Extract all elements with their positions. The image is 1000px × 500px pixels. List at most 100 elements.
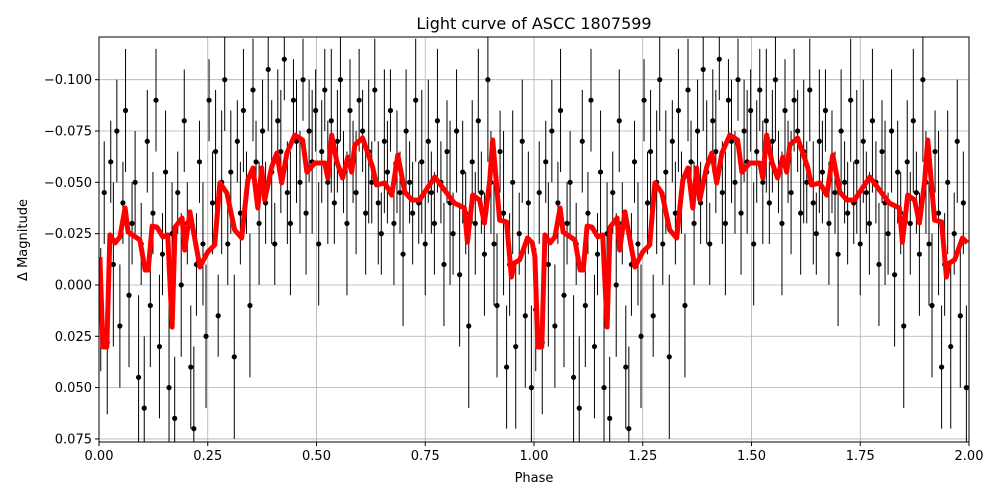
data-point [816, 138, 822, 144]
data-point [196, 159, 203, 165]
data-point [666, 354, 672, 360]
data-point [200, 241, 206, 247]
data-point [450, 231, 456, 237]
data-point [457, 272, 463, 278]
data-point [337, 77, 344, 83]
data-point [516, 231, 522, 237]
data-point [888, 128, 895, 134]
data-point [725, 97, 732, 103]
data-point [866, 220, 872, 226]
data-point [948, 343, 954, 350]
data-point [869, 118, 876, 124]
data-point [688, 159, 694, 165]
data-point [685, 87, 691, 93]
data-point [682, 302, 688, 309]
x-tick-label: 1.75 [846, 449, 875, 464]
data-point [153, 97, 159, 103]
data-point [500, 210, 507, 216]
data-point [240, 107, 247, 114]
data-point [960, 200, 966, 206]
data-point [272, 241, 278, 247]
data-point [360, 128, 366, 134]
data-point [585, 210, 591, 216]
data-point [848, 97, 854, 103]
data-point [325, 179, 331, 185]
data-point [564, 220, 570, 226]
data-point [275, 118, 281, 124]
data-point [663, 169, 669, 175]
data-point [159, 251, 166, 257]
data-point [885, 231, 891, 237]
data-point [166, 385, 172, 391]
data-point [117, 323, 123, 329]
data-point [215, 313, 221, 319]
data-point [250, 87, 256, 93]
y-tick-label: −0.025 [44, 227, 92, 242]
x-tick-label: 0.75 [411, 449, 440, 464]
data-point [126, 292, 132, 298]
data-point [963, 385, 969, 391]
data-point [150, 210, 156, 216]
y-axis-ticks: −0.100 −0.075 −0.050 −0.025 0.000 0.025 0.050 0… [44, 73, 99, 447]
data-point [519, 138, 525, 144]
data-point [641, 97, 647, 103]
data-point [754, 148, 760, 155]
data-point [228, 169, 234, 175]
data-point [256, 220, 262, 226]
data-point [610, 189, 616, 196]
x-tick-label: 0.00 [85, 449, 114, 464]
data-point [791, 97, 797, 103]
data-point [832, 189, 838, 196]
data-point [644, 200, 651, 206]
data-point [387, 107, 394, 114]
data-point [319, 148, 325, 155]
data-point [525, 200, 531, 206]
data-point [710, 118, 716, 124]
data-point [549, 128, 555, 134]
data-point [901, 323, 907, 329]
x-tick-label: 0.50 [302, 449, 331, 464]
data-point [835, 251, 841, 257]
data-point [929, 302, 935, 309]
data-point [748, 107, 754, 114]
data-point [434, 118, 441, 124]
data-point [561, 292, 567, 298]
data-point [576, 405, 582, 411]
data-point [613, 282, 619, 288]
data-point [588, 97, 594, 103]
data-point [259, 128, 266, 134]
data-point [475, 118, 481, 124]
data-point [957, 313, 963, 319]
data-point [557, 107, 564, 114]
y-tick-label: 0.050 [55, 381, 92, 396]
data-point [222, 77, 228, 83]
data-point [101, 189, 107, 196]
data-point [713, 148, 719, 155]
data-point [369, 179, 375, 185]
data-point [804, 179, 810, 185]
data-point [895, 169, 901, 175]
data-point [513, 343, 519, 350]
data-point [384, 169, 391, 175]
data-point [347, 107, 353, 114]
data-point [788, 189, 794, 196]
data-point [510, 179, 516, 185]
data-point [594, 251, 601, 257]
data-point [110, 261, 116, 268]
data-point [647, 148, 654, 155]
data-point [403, 128, 409, 134]
data-point [444, 148, 450, 155]
data-point [555, 200, 561, 206]
data-point [716, 56, 722, 62]
data-point [635, 241, 641, 247]
data-point [694, 128, 701, 134]
data-point [281, 56, 287, 62]
y-tick-label: 0.075 [55, 432, 92, 447]
data-point [841, 179, 848, 185]
data-point [735, 77, 741, 83]
data-point [322, 87, 328, 93]
y-tick-label: 0.025 [55, 330, 92, 345]
data-point [700, 66, 706, 73]
data-point [616, 118, 622, 124]
data-point [141, 405, 147, 411]
